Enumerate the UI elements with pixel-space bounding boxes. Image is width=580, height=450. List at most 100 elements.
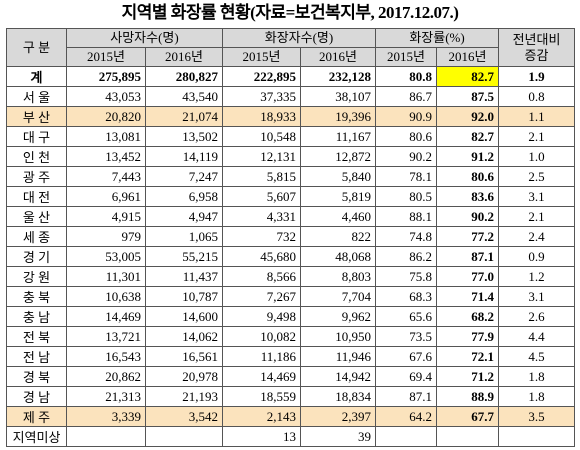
region-cell: 세 종	[6, 226, 67, 247]
value-cell: 88.9	[436, 386, 499, 407]
value-cell: 11,301	[66, 266, 146, 287]
value-cell: 11,186	[222, 346, 301, 367]
value-cell: 18,559	[222, 386, 301, 407]
table-row: 충 남 14,469 14,600 9,498 9,962 65.6 68.2 2.6	[6, 306, 575, 327]
value-cell: 71.4	[436, 286, 499, 307]
value-cell: 1.8	[498, 386, 575, 407]
region-cell: 제 주	[6, 406, 67, 427]
value-cell: 80.6	[375, 126, 437, 147]
region-cell: 경 남	[6, 386, 67, 407]
region-cell: 계	[6, 66, 67, 87]
value-cell: 78.1	[375, 166, 437, 187]
region-cell: 경 기	[6, 246, 67, 267]
value-cell: 10,787	[145, 286, 223, 307]
value-cell: 65.6	[375, 306, 437, 327]
value-cell	[436, 426, 499, 447]
data-table: 구 분 사망자수(명) 화장자수(명) 화장률(%) 전년대비 증감 2015년 …	[6, 28, 575, 447]
value-cell: 13	[222, 426, 301, 447]
value-cell: 5,819	[300, 186, 376, 207]
value-cell: 979	[66, 226, 146, 247]
value-cell	[375, 426, 437, 447]
value-cell: 64.2	[375, 406, 437, 427]
value-cell: 75.8	[375, 266, 437, 287]
header-year: 2016년	[145, 47, 223, 67]
region-cell: 인 천	[6, 146, 67, 167]
value-cell: 68.3	[375, 286, 437, 307]
value-cell: 6,961	[66, 186, 146, 207]
value-cell: 4,915	[66, 206, 146, 227]
value-cell: 10,950	[300, 326, 376, 347]
value-cell: 67.6	[375, 346, 437, 367]
table-row: 충 북 10,638 10,787 7,267 7,704 68.3 71.4 3.1	[6, 286, 575, 307]
value-cell: 77.2	[436, 226, 499, 247]
value-cell: 3.1	[498, 186, 575, 207]
value-cell: 80.8	[375, 66, 437, 87]
value-cell: 87.1	[436, 246, 499, 267]
value-cell: 43,053	[66, 86, 146, 107]
value-cell: 16,543	[66, 346, 146, 367]
value-cell: 86.2	[375, 246, 437, 267]
table-row: 강 원 11,301 11,437 8,566 8,803 75.8 77.0 1.2	[6, 266, 575, 287]
value-cell: 4,460	[300, 206, 376, 227]
value-cell: 72.1	[436, 346, 499, 367]
value-cell: 55,215	[145, 246, 223, 267]
table-row: 경 남 21,313 21,193 18,559 18,834 87.1 88.9 1.8	[6, 386, 575, 407]
table-body: 계 275,895 280,827 222,895 232,128 80.8 82.7 1.9…	[6, 66, 575, 447]
value-cell: 21,313	[66, 386, 146, 407]
value-cell	[66, 426, 146, 447]
region-cell: 서 울	[6, 86, 67, 107]
value-cell: 20,978	[145, 366, 223, 387]
value-cell: 10,548	[222, 126, 301, 147]
value-cell: 53,005	[66, 246, 146, 267]
value-cell: 1.2	[498, 266, 575, 287]
table-row: 부 산 20,820 21,074 18,933 19,396 90.9 92.0 1.1	[6, 106, 575, 127]
table-row: 전 남 16,543 16,561 11,186 11,946 67.6 72.1 4.5	[6, 346, 575, 367]
value-cell: 2.1	[498, 206, 575, 227]
value-cell: 7,267	[222, 286, 301, 307]
value-cell: 21,193	[145, 386, 223, 407]
region-cell: 지역미상	[6, 426, 67, 447]
value-cell: 80.6	[436, 166, 499, 187]
table-row: 세 종 979 1,065 732 822 74.8 77.2 2.4	[6, 226, 575, 247]
region-cell: 대 구	[6, 126, 67, 147]
value-cell: 0.9	[498, 246, 575, 267]
value-cell: 82.7	[436, 126, 499, 147]
table-row: 울 산 4,915 4,947 4,331 4,460 88.1 90.2 2.1	[6, 206, 575, 227]
value-cell: 43,540	[145, 86, 223, 107]
table-row: 서 울 43,053 43,540 37,335 38,107 86.7 87.5 0.8	[6, 86, 575, 107]
header-change: 전년대비 증감	[498, 28, 575, 67]
table-row: 전 북 13,721 14,062 10,082 10,950 73.5 77.9 4.4	[6, 326, 575, 347]
value-cell: 1.0	[498, 146, 575, 167]
value-cell: 87.1	[375, 386, 437, 407]
value-cell: 6,958	[145, 186, 223, 207]
value-cell: 3.1	[498, 286, 575, 307]
value-cell: 90.9	[375, 106, 437, 127]
value-cell: 5,815	[222, 166, 301, 187]
value-cell: 86.7	[375, 86, 437, 107]
value-cell: 18,834	[300, 386, 376, 407]
header-group: 화장자수(명)	[222, 28, 376, 48]
value-cell: 1.1	[498, 106, 575, 127]
value-cell: 7,247	[145, 166, 223, 187]
value-cell: 13,081	[66, 126, 146, 147]
value-cell: 13,502	[145, 126, 223, 147]
value-cell: 14,942	[300, 366, 376, 387]
header-change-line: 전년대비	[512, 31, 561, 47]
region-cell: 강 원	[6, 266, 67, 287]
value-cell: 1,065	[145, 226, 223, 247]
value-cell: 3,542	[145, 406, 223, 427]
value-cell: 9,962	[300, 306, 376, 327]
value-cell: 822	[300, 226, 376, 247]
value-cell: 2.1	[498, 126, 575, 147]
value-cell: 7,443	[66, 166, 146, 187]
value-cell: 80.5	[375, 186, 437, 207]
value-cell: 2.4	[498, 226, 575, 247]
value-cell: 11,167	[300, 126, 376, 147]
value-cell: 68.2	[436, 306, 499, 327]
value-cell: 4.4	[498, 326, 575, 347]
value-cell: 67.7	[436, 406, 499, 427]
value-cell: 20,820	[66, 106, 146, 127]
table-row: 지역미상 13 39	[6, 426, 575, 447]
header-region: 구 분	[6, 28, 67, 67]
value-cell: 10,082	[222, 326, 301, 347]
